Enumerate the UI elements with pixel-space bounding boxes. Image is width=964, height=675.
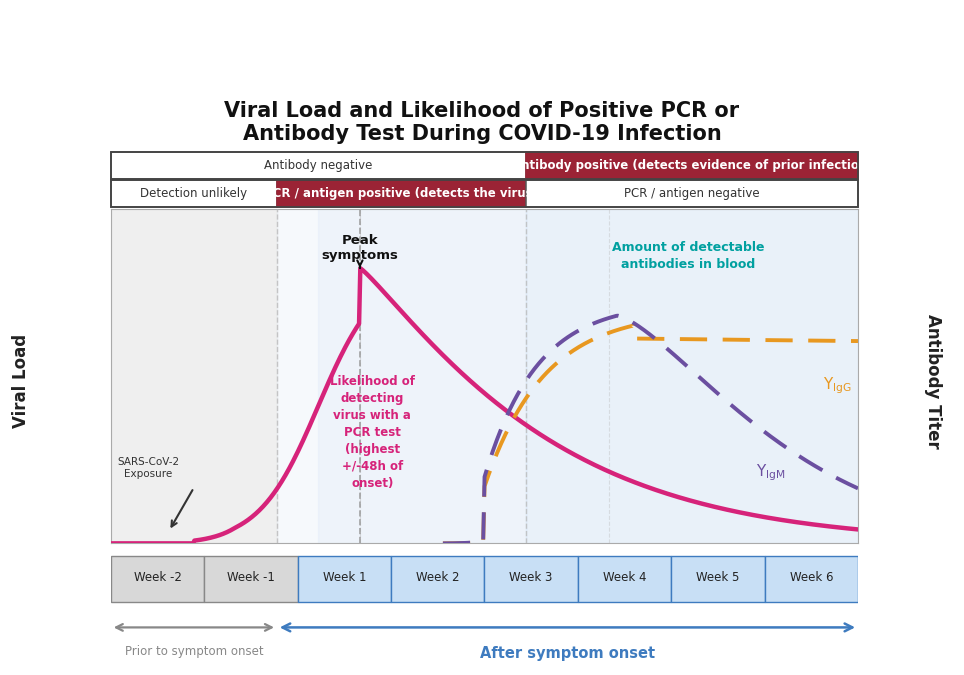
Bar	[318, 209, 526, 543]
Text: Week 1: Week 1	[323, 571, 366, 585]
Text: Week -1: Week -1	[227, 571, 275, 585]
Text: Likelihood of
detecting
virus with a
PCR test
(highest
+/-48h of
onset): Likelihood of detecting virus with a PCR…	[330, 375, 415, 489]
Text: After symptom onset: After symptom onset	[480, 646, 655, 662]
Text: Week -2: Week -2	[134, 571, 181, 585]
Bar	[111, 556, 204, 601]
Bar	[764, 556, 858, 601]
Text: Week 3: Week 3	[509, 571, 552, 585]
Text: Viral Load and Likelihood of Positive PCR or
Antibody Test During COVID-19 Infec: Viral Load and Likelihood of Positive PC…	[225, 101, 739, 144]
Bar	[671, 556, 764, 601]
Bar	[526, 209, 858, 543]
Text: Antibody Titer: Antibody Titer	[924, 314, 942, 449]
Text: $\Upsilon_{\rm IgG}$: $\Upsilon_{\rm IgG}$	[823, 375, 851, 396]
Text: SARS-CoV-2
Exposure: SARS-CoV-2 Exposure	[118, 457, 179, 479]
Bar	[277, 209, 526, 543]
Text: Week 4: Week 4	[602, 571, 646, 585]
Text: Prior to symptom onset: Prior to symptom onset	[124, 645, 263, 658]
Text: PCR / antigen positive (detects the virus): PCR / antigen positive (detects the viru…	[264, 187, 539, 200]
Text: Week 2: Week 2	[416, 571, 460, 585]
Text: Antibody positive (detects evidence of prior infection): Antibody positive (detects evidence of p…	[512, 159, 872, 172]
Bar	[204, 556, 298, 601]
Bar	[391, 556, 485, 601]
Text: Antibody negative: Antibody negative	[264, 159, 372, 172]
Bar	[298, 556, 391, 601]
Text: $\Upsilon_{\rm IgM}$: $\Upsilon_{\rm IgM}$	[756, 462, 786, 483]
Text: Peak
symptoms: Peak symptoms	[321, 234, 398, 267]
Text: Viral Load: Viral Load	[13, 334, 30, 429]
Text: Amount of detectable
antibodies in blood: Amount of detectable antibodies in blood	[611, 241, 764, 271]
Bar	[577, 556, 671, 601]
Bar	[111, 209, 277, 543]
Text: Week 6: Week 6	[790, 571, 833, 585]
Text: Detection unlikely: Detection unlikely	[141, 187, 248, 200]
Text: Week 5: Week 5	[696, 571, 739, 585]
Text: PCR / antigen negative: PCR / antigen negative	[624, 187, 760, 200]
Bar	[484, 556, 577, 601]
